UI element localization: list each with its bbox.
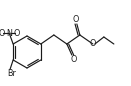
Text: O: O [70,55,77,64]
Text: O: O [72,15,79,24]
Text: Br: Br [8,69,17,77]
Text: O: O [90,39,96,49]
Text: O: O [13,28,20,37]
Text: O: O [0,28,5,37]
Text: N: N [6,28,12,37]
